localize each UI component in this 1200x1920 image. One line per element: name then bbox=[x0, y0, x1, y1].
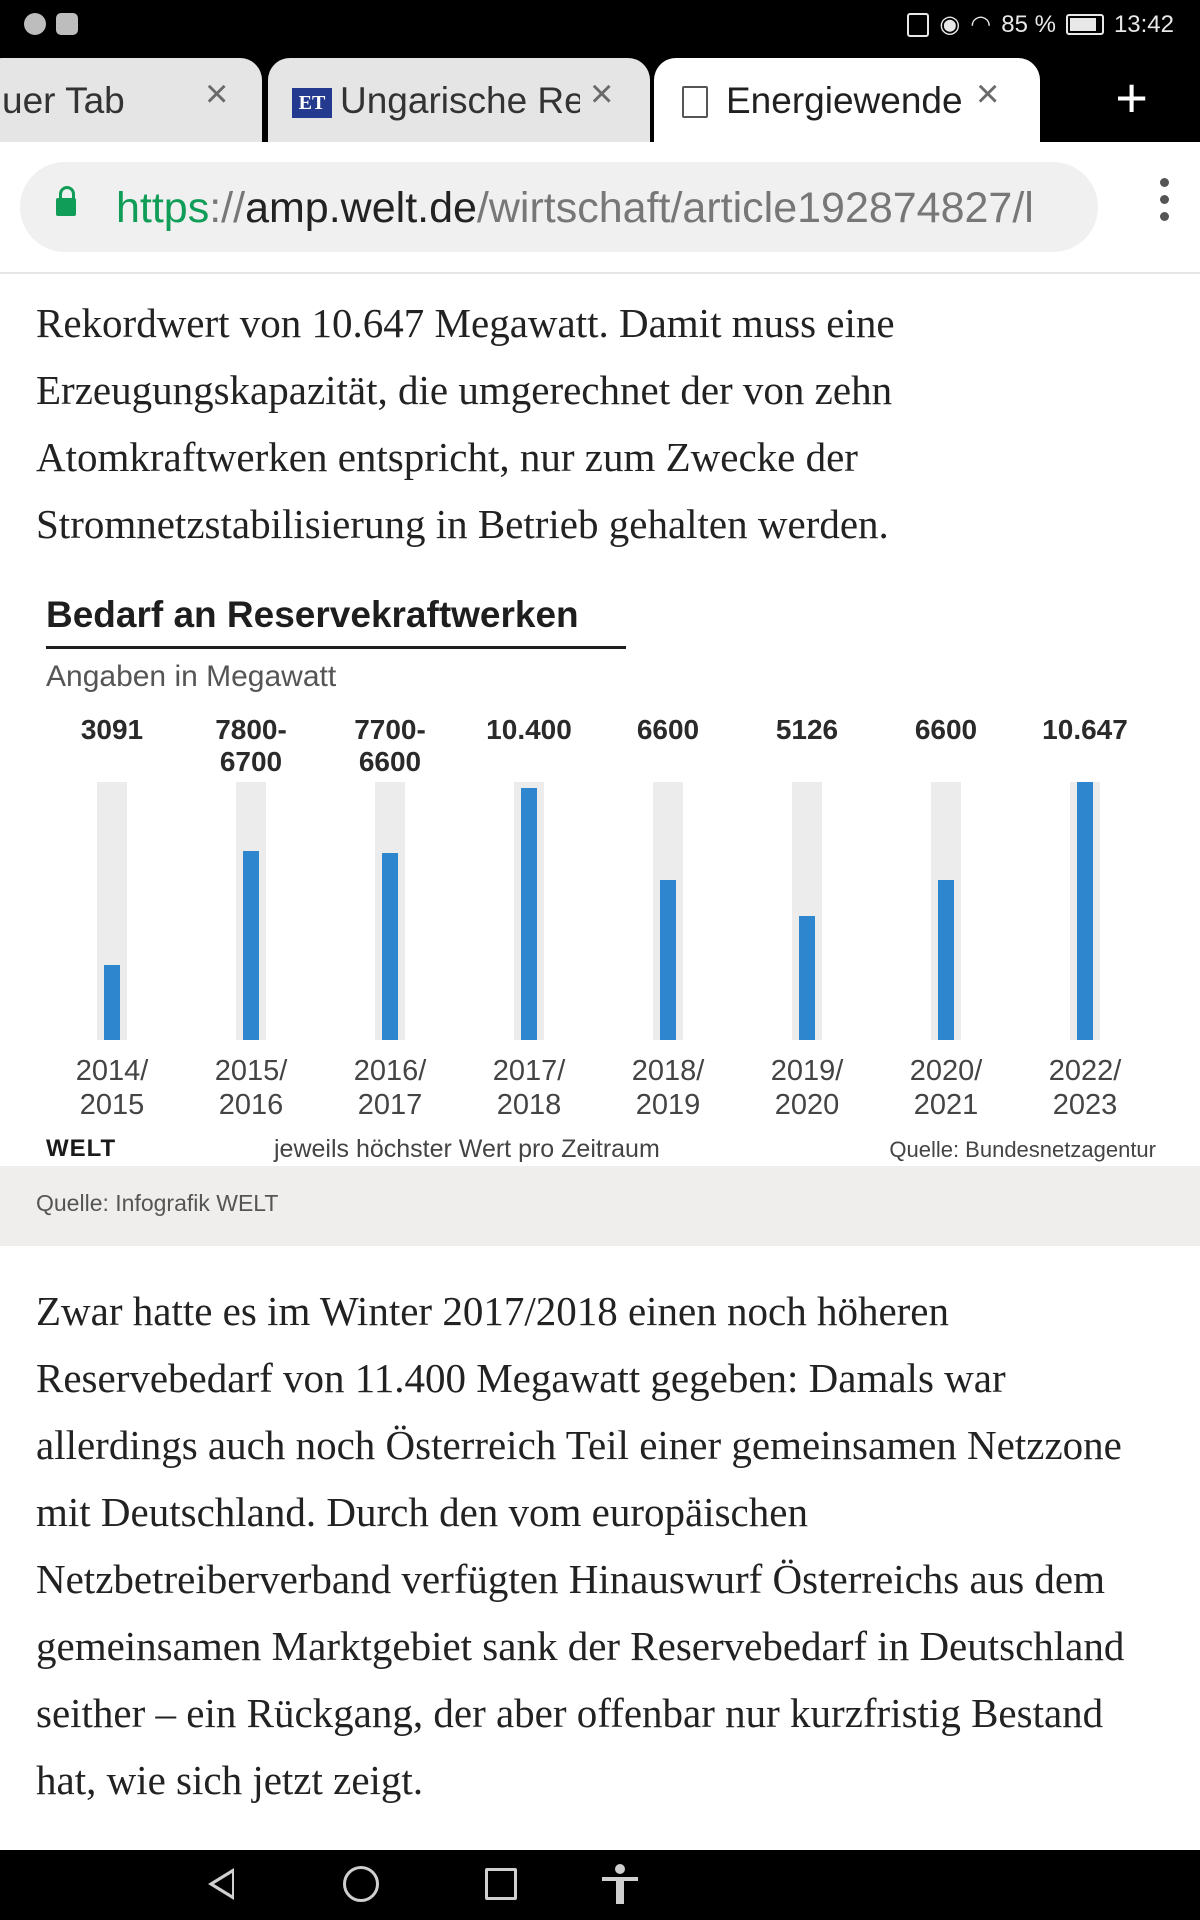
recent-apps-icon[interactable] bbox=[485, 1868, 517, 1900]
bar-value-label: 5126 bbox=[775, 714, 839, 745]
bar bbox=[104, 965, 120, 1040]
bar bbox=[521, 788, 537, 1040]
new-tab-icon[interactable]: + bbox=[1115, 66, 1148, 129]
tab-title: Ungarische Re bbox=[340, 80, 580, 121]
url-scheme: https bbox=[116, 184, 210, 232]
bar bbox=[243, 851, 259, 1040]
category-label: 2022/ 2023 bbox=[1048, 1055, 1122, 1121]
tab-strip: uer Tab × ET Ungarische Re × Energiewend… bbox=[0, 50, 1200, 142]
bar-value-label: 7700- 6600 bbox=[354, 714, 426, 777]
url-host: amp.welt.de bbox=[245, 184, 477, 232]
chart-title: Bedarf an Reservekraftwerken bbox=[46, 594, 579, 635]
vibrate-icon bbox=[907, 12, 930, 37]
url-separator: :// bbox=[209, 184, 246, 232]
url-text[interactable]: https://amp.welt.de/wirtschaft/article19… bbox=[116, 184, 1034, 233]
close-tab-icon[interactable]: × bbox=[205, 72, 229, 116]
bar-value-label: 10.647 bbox=[1042, 714, 1128, 745]
bar bbox=[938, 880, 954, 1040]
secure-lock-icon[interactable] bbox=[56, 186, 76, 216]
tab-title: uer Tab bbox=[2, 80, 125, 121]
epoch-times-favicon-icon: ET bbox=[292, 88, 332, 118]
overflow-menu-icon[interactable] bbox=[1160, 178, 1170, 229]
category-label: 2017/ 2018 bbox=[492, 1055, 566, 1121]
status-bar: ◉ ◠ 85 % 13:42 bbox=[0, 0, 1200, 50]
category-label: 2016/ 2017 bbox=[353, 1055, 427, 1121]
bar bbox=[660, 880, 676, 1040]
reserve-power-chart: Bedarf an Reservekraftwerken Angaben in … bbox=[0, 580, 1200, 1165]
bar-value-label: 7800- 6700 bbox=[215, 714, 287, 777]
article-paragraph: Rekordwert von 10.647 Megawatt. Damit mu… bbox=[36, 300, 895, 547]
category-label: 2014/ 2015 bbox=[75, 1055, 149, 1121]
caption-text: Quelle: Infografik WELT bbox=[36, 1190, 279, 1216]
image-caption: Quelle: Infografik WELT bbox=[0, 1166, 1200, 1246]
bar-value-label: 3091 bbox=[80, 714, 144, 745]
category-label: 2020/ 2021 bbox=[909, 1055, 983, 1121]
youtube-notification-icon bbox=[56, 13, 78, 35]
category-label: 2015/ 2016 bbox=[214, 1055, 288, 1121]
chart-note: jeweils höchster Wert pro Zeitraum bbox=[274, 1135, 660, 1163]
bar bbox=[799, 916, 815, 1040]
bar bbox=[1077, 782, 1093, 1040]
chart-title-underline bbox=[46, 646, 626, 649]
back-icon[interactable] bbox=[208, 1868, 234, 1900]
tab-energiewende[interactable]: Energiewende × bbox=[654, 58, 1040, 142]
close-tab-icon[interactable]: × bbox=[590, 72, 614, 116]
chart-subtitle: Angaben in Megawatt bbox=[46, 660, 337, 693]
accessibility-icon[interactable] bbox=[600, 1864, 640, 1904]
navigation-bar bbox=[0, 1850, 1200, 1920]
battery-icon bbox=[1065, 14, 1104, 35]
browser-toolbar: https://amp.welt.de/wirtschaft/article19… bbox=[0, 142, 1200, 274]
url-path: /wirtschaft/article192874827/l bbox=[476, 184, 1034, 232]
category-label: 2019/ 2020 bbox=[770, 1055, 844, 1121]
close-tab-icon[interactable]: × bbox=[976, 72, 1000, 116]
battery-percent: 85 % bbox=[1001, 10, 1056, 38]
bar-value-label: 10.400 bbox=[486, 714, 572, 745]
address-bar[interactable]: https://amp.welt.de/wirtschaft/article19… bbox=[20, 162, 1098, 252]
welt-logo: WELT bbox=[46, 1135, 117, 1162]
document-favicon-icon bbox=[682, 86, 708, 118]
home-icon[interactable] bbox=[343, 1866, 379, 1902]
category-label: 2018/ 2019 bbox=[631, 1055, 705, 1121]
bar-value-label: 6600 bbox=[914, 714, 978, 745]
tab-ungarische[interactable]: ET Ungarische Re × bbox=[268, 58, 650, 142]
wifi-icon: ◠ bbox=[970, 11, 992, 38]
article-paragraph: Zwar hatte es im Winter 2017/2018 einen … bbox=[36, 1288, 1125, 1803]
chrome-notification-icon bbox=[24, 13, 46, 35]
tab-new[interactable]: uer Tab × bbox=[0, 58, 262, 142]
chart-source: Quelle: Bundesnetzagentur bbox=[889, 1137, 1156, 1162]
clock: 13:42 bbox=[1113, 10, 1174, 38]
tab-title: Energiewende bbox=[726, 80, 963, 121]
bar-value-label: 6600 bbox=[636, 714, 700, 745]
eye-comfort-icon: ◉ bbox=[939, 11, 961, 38]
bar bbox=[382, 853, 398, 1040]
